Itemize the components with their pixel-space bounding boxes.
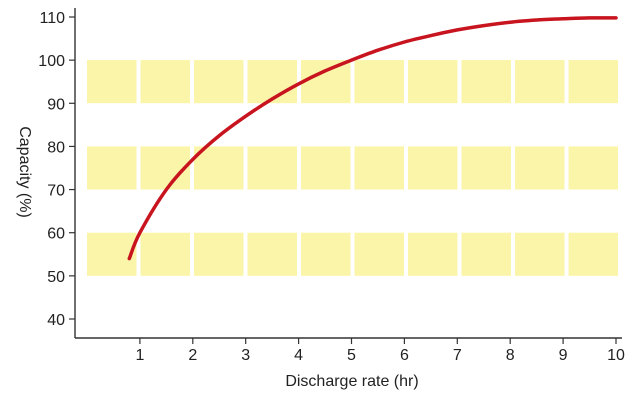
band-block (87, 146, 137, 190)
band-block (140, 232, 190, 276)
band-block (408, 60, 458, 104)
band-block (515, 60, 565, 104)
band-block (87, 60, 137, 104)
y-tick-label: 110 (39, 10, 65, 27)
capacity-curve (127, 16, 618, 261)
x-tick-label: 2 (188, 347, 197, 364)
band-block (301, 146, 351, 190)
x-tick-label: 9 (559, 347, 568, 364)
band-block (140, 146, 190, 190)
y-tick-label: 70 (47, 183, 65, 200)
x-tick-label: 7 (453, 347, 462, 364)
band-block (194, 146, 244, 190)
band-layer (87, 60, 618, 276)
x-tick-label: 10 (607, 347, 625, 364)
axes (74, 8, 622, 339)
x-tick-label: 3 (241, 347, 250, 364)
band-block (194, 60, 244, 104)
band-block (301, 60, 351, 104)
y-axis-label: Capacity (%) (16, 126, 33, 218)
x-axis-label: Discharge rate (hr) (285, 373, 418, 390)
band-block (568, 60, 618, 104)
band-block (408, 232, 458, 276)
band-block (568, 232, 618, 276)
band-block (568, 146, 618, 190)
band-block (194, 232, 244, 276)
y-tick-label: 100 (38, 53, 65, 70)
x-tick-label: 8 (506, 347, 515, 364)
y-tick-label: 50 (47, 269, 65, 286)
band-block (461, 60, 511, 104)
band-block (354, 146, 404, 190)
band-block (515, 232, 565, 276)
band-block (247, 146, 297, 190)
band-block (301, 232, 351, 276)
band-block (87, 232, 137, 276)
band-block (515, 146, 565, 190)
y-tick-label: 60 (47, 226, 65, 243)
x-tick-label: 6 (400, 347, 409, 364)
band-block (354, 60, 404, 104)
y-tick-label: 80 (47, 139, 65, 156)
x-tick-label: 4 (294, 347, 303, 364)
band-block (247, 60, 297, 104)
series-layer (127, 16, 618, 261)
y-tick-label: 40 (47, 312, 65, 329)
tick-layer: 40 50 60 70 80 90 100 110 1 2 3 4 5 6 7 8 9 10 (38, 10, 625, 364)
x-tick-label: 1 (135, 347, 144, 364)
x-tick-label: 5 (347, 347, 356, 364)
y-tick-label: 90 (47, 96, 65, 113)
band-block (247, 232, 297, 276)
band-block (408, 146, 458, 190)
band-block (354, 232, 404, 276)
band-block (140, 60, 190, 104)
band-block (461, 232, 511, 276)
band-block (461, 146, 511, 190)
